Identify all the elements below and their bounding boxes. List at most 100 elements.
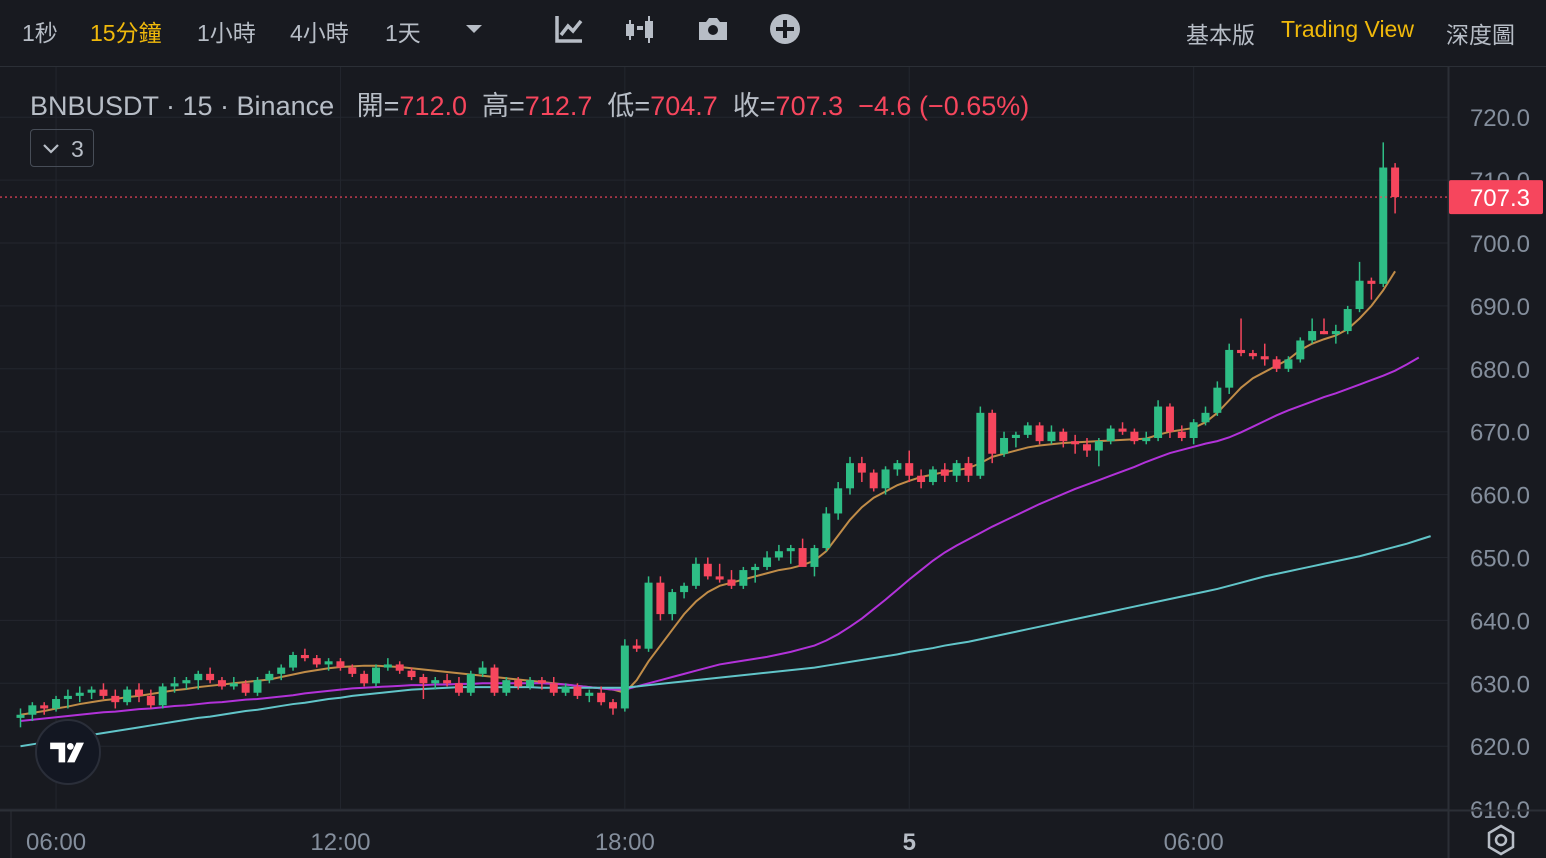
candle-down bbox=[857, 456, 866, 483]
candle-body bbox=[1237, 349, 1246, 354]
candle-body bbox=[466, 673, 475, 693]
candle-up bbox=[372, 664, 380, 687]
candle-body bbox=[846, 463, 854, 489]
candle-body bbox=[1083, 444, 1091, 451]
candle-body bbox=[395, 664, 404, 671]
candle-body bbox=[454, 683, 463, 693]
candle-body bbox=[1391, 167, 1400, 198]
candle-body bbox=[1248, 353, 1257, 357]
candle-down bbox=[490, 664, 499, 696]
candle-body bbox=[514, 680, 523, 687]
view-basic[interactable]: 基本版 bbox=[1186, 22, 1255, 48]
candle-up bbox=[170, 677, 179, 693]
candle-down bbox=[1083, 437, 1091, 457]
candle-body bbox=[964, 463, 973, 476]
candle-body bbox=[206, 673, 215, 681]
candle-up bbox=[502, 677, 511, 696]
candle-body bbox=[1130, 431, 1139, 442]
change-value: −4.6 (−0.65%) bbox=[858, 91, 1030, 121]
candle-up bbox=[774, 544, 783, 561]
candle-down bbox=[1118, 422, 1127, 435]
candle-down bbox=[1071, 434, 1080, 454]
candle-body bbox=[348, 667, 357, 674]
interval-4h[interactable]: 4小時 bbox=[290, 20, 349, 46]
axes: 720.0710.0700.0690.0680.0670.0660.0650.0… bbox=[0, 67, 1546, 858]
candle-down bbox=[549, 677, 558, 696]
candle-up bbox=[1142, 431, 1151, 445]
candle-up bbox=[75, 686, 84, 703]
candle-body bbox=[182, 680, 191, 684]
candle-type-icon[interactable] bbox=[623, 12, 657, 46]
candle-up bbox=[123, 686, 132, 706]
candle-up bbox=[289, 651, 298, 671]
candle-up bbox=[1225, 343, 1234, 394]
tradingview-icon bbox=[50, 742, 84, 763]
candle-down bbox=[988, 409, 997, 464]
candle-down bbox=[135, 683, 143, 703]
interval-1d[interactable]: 1天 bbox=[385, 20, 421, 46]
candle-up bbox=[620, 639, 629, 712]
candle-down bbox=[407, 667, 416, 681]
candle-up bbox=[253, 677, 262, 696]
candle-body bbox=[715, 576, 724, 580]
candle-body bbox=[241, 683, 250, 693]
candle-body bbox=[229, 683, 238, 687]
candle-up bbox=[1355, 261, 1364, 313]
candle-body bbox=[561, 686, 570, 693]
candle-body bbox=[478, 667, 487, 674]
candle-body bbox=[917, 475, 926, 483]
camera-icon[interactable] bbox=[696, 12, 730, 46]
candle-body bbox=[300, 654, 309, 659]
chevron-down-icon[interactable] bbox=[457, 12, 491, 46]
high-value: 712.7 bbox=[524, 91, 593, 121]
candle-body bbox=[99, 689, 108, 696]
candle-body bbox=[1177, 431, 1186, 438]
chart-toolbar: 1秒 15分鐘 1小時 4小時 1天 基本版 Trading View 深度圖 bbox=[0, 0, 1546, 67]
candle-up bbox=[478, 661, 487, 678]
y-tick-label: 650.0 bbox=[1470, 546, 1530, 573]
candle-down bbox=[336, 658, 345, 671]
candle-body bbox=[253, 680, 262, 693]
y-tick-label: 720.0 bbox=[1470, 105, 1530, 132]
candle-down bbox=[360, 670, 369, 687]
interval-1s[interactable]: 1秒 bbox=[22, 20, 58, 46]
candle-body bbox=[834, 488, 843, 514]
candle-up bbox=[846, 456, 854, 495]
indicator-count: 3 bbox=[71, 136, 84, 162]
candle-down bbox=[609, 699, 617, 715]
candle-body bbox=[1047, 431, 1056, 442]
candle-down bbox=[111, 689, 120, 709]
candle-down bbox=[217, 677, 226, 690]
tradingview-logo[interactable] bbox=[35, 719, 101, 785]
candle-body bbox=[857, 463, 866, 473]
candle-up bbox=[277, 664, 286, 681]
candle-body bbox=[1308, 331, 1317, 341]
candle-up bbox=[16, 708, 25, 728]
low-value: 704.7 bbox=[650, 91, 718, 121]
candle-down bbox=[1059, 428, 1068, 448]
candle-up bbox=[1047, 425, 1056, 445]
indicators-icon[interactable] bbox=[552, 12, 586, 46]
add-icon[interactable] bbox=[768, 12, 802, 46]
indicator-toggle-button[interactable]: 3 bbox=[30, 129, 94, 167]
candle-body bbox=[869, 472, 878, 489]
settings-icon[interactable] bbox=[1484, 823, 1518, 857]
candle-body bbox=[549, 683, 558, 693]
candle-down bbox=[1165, 403, 1174, 438]
view-depth[interactable]: 深度圖 bbox=[1446, 22, 1515, 48]
candle-body bbox=[727, 579, 736, 586]
interval-1h[interactable]: 1小時 bbox=[197, 20, 256, 46]
candle-body bbox=[609, 702, 617, 709]
candle-body bbox=[16, 714, 25, 718]
candle-body bbox=[668, 592, 677, 615]
ma-line-0 bbox=[20, 270, 1396, 716]
interval-15m[interactable]: 15分鐘 bbox=[90, 20, 162, 46]
candle-up bbox=[526, 677, 535, 690]
candle-up bbox=[324, 658, 333, 671]
candle-body bbox=[1225, 349, 1234, 388]
view-tradingview[interactable]: Trading View bbox=[1281, 16, 1414, 42]
candle-body bbox=[597, 692, 606, 703]
candle-body bbox=[1201, 412, 1210, 423]
candle-body bbox=[774, 551, 783, 558]
